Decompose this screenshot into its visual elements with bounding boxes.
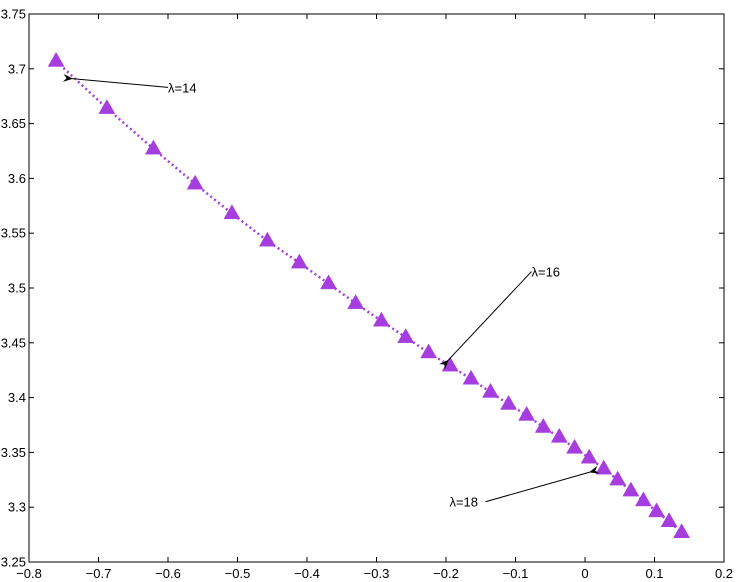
data-point bbox=[372, 311, 390, 327]
data-point bbox=[98, 99, 116, 114]
data-point bbox=[518, 405, 536, 421]
data-point bbox=[462, 369, 480, 385]
y-tick-label: 3.3 bbox=[8, 500, 26, 515]
data-point bbox=[441, 356, 459, 372]
x-tick-label: −0.8 bbox=[16, 566, 42, 581]
x-axis: −0.8 −0.7 −0.6 −0.5 −0.4 −0.3 −0.2 −0.1 0 0.1 0.2 bbox=[16, 14, 733, 581]
data-point bbox=[397, 328, 415, 343]
y-tick-label: 3.35 bbox=[1, 445, 26, 460]
y-tick-label: 3.45 bbox=[1, 335, 26, 350]
annotation-layer: λ=14 λ=16 λ=18 bbox=[62, 73, 600, 510]
y-tick-label: 3.6 bbox=[8, 171, 26, 186]
y-tick-label: 3.75 bbox=[1, 7, 26, 22]
data-point bbox=[290, 253, 308, 269]
annotation-arrow bbox=[485, 465, 600, 503]
data-point bbox=[648, 502, 666, 518]
x-tick-label: −0.5 bbox=[225, 566, 251, 581]
data-point bbox=[566, 438, 584, 454]
data-point bbox=[223, 204, 241, 220]
x-tick-label: −0.7 bbox=[86, 566, 112, 581]
data-point bbox=[258, 231, 276, 247]
data-point bbox=[420, 343, 438, 359]
data-point bbox=[660, 512, 678, 528]
data-point bbox=[482, 382, 499, 398]
x-tick-label: −0.6 bbox=[155, 566, 181, 581]
data-point bbox=[609, 470, 627, 486]
x-tick-label: −0.2 bbox=[433, 566, 459, 581]
y-tick-label: 3.65 bbox=[1, 116, 26, 131]
x-tick-label: −0.4 bbox=[294, 566, 320, 581]
data-point bbox=[47, 51, 65, 67]
data-point bbox=[347, 294, 365, 309]
x-tick-label: −0.3 bbox=[364, 566, 390, 581]
x-tick-label: −0.1 bbox=[503, 566, 529, 581]
annotation-arrow bbox=[439, 271, 532, 370]
y-axis: 3.25 3.3 3.35 3.4 3.45 3.5 3.55 3.6 3.65 3.7 3.75 bbox=[1, 7, 724, 570]
data-point bbox=[673, 523, 691, 538]
data-point bbox=[500, 394, 517, 410]
annotation-label: λ=14 bbox=[168, 80, 197, 95]
y-tick-label: 3.7 bbox=[8, 61, 26, 76]
y-tick-label: 3.4 bbox=[8, 390, 26, 405]
x-tick-label: 0.1 bbox=[645, 566, 663, 581]
data-point bbox=[634, 491, 652, 507]
series-layer bbox=[47, 51, 691, 538]
y-tick-label: 3.55 bbox=[1, 226, 26, 241]
annotation-arrow bbox=[62, 73, 169, 88]
data-point bbox=[320, 274, 337, 290]
annotation-label: λ=18 bbox=[449, 495, 478, 510]
data-point bbox=[186, 174, 204, 190]
data-point bbox=[595, 459, 613, 475]
data-point bbox=[580, 448, 598, 464]
data-point bbox=[144, 139, 162, 155]
y-tick-label: 3.5 bbox=[8, 281, 26, 296]
y-tick-label: 3.25 bbox=[1, 555, 26, 570]
data-point bbox=[534, 418, 552, 433]
annotation-label: λ=16 bbox=[531, 265, 560, 280]
x-tick-label: 0.2 bbox=[715, 566, 733, 581]
data-point bbox=[550, 427, 568, 443]
data-point bbox=[622, 481, 640, 497]
x-tick-label: 0 bbox=[581, 566, 588, 581]
